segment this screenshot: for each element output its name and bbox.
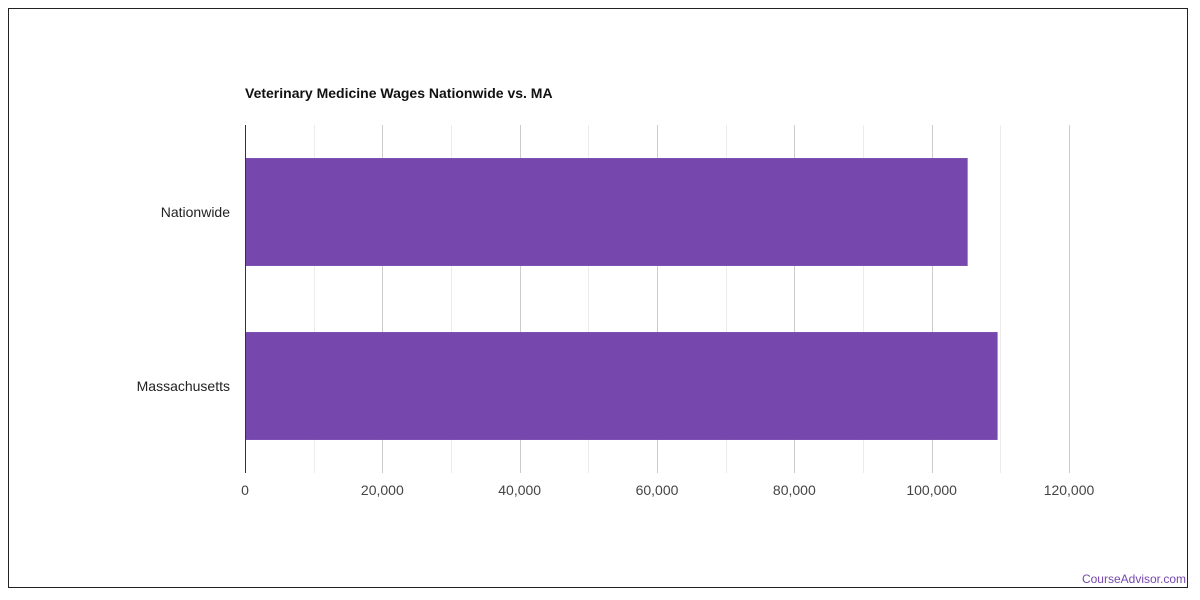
courseadvisor-watermark[interactable]: CourseAdvisor.com bbox=[1081, 572, 1186, 586]
x-tick-label: 60,000 bbox=[636, 482, 679, 498]
bar-nationwide bbox=[245, 158, 968, 266]
category-label: Massachusetts bbox=[137, 378, 230, 394]
x-tick-label: 40,000 bbox=[498, 482, 541, 498]
chart-frame bbox=[8, 8, 1188, 588]
x-tick-label: 0 bbox=[241, 482, 249, 498]
chart-title: Veterinary Medicine Wages Nationwide vs.… bbox=[245, 85, 553, 101]
x-tick-label: 80,000 bbox=[773, 482, 816, 498]
category-label: Nationwide bbox=[161, 204, 230, 220]
x-tick-label: 20,000 bbox=[361, 482, 404, 498]
bar-massachusetts bbox=[245, 332, 998, 440]
x-tick-label: 100,000 bbox=[906, 482, 957, 498]
x-tick-label: 120,000 bbox=[1044, 482, 1095, 498]
